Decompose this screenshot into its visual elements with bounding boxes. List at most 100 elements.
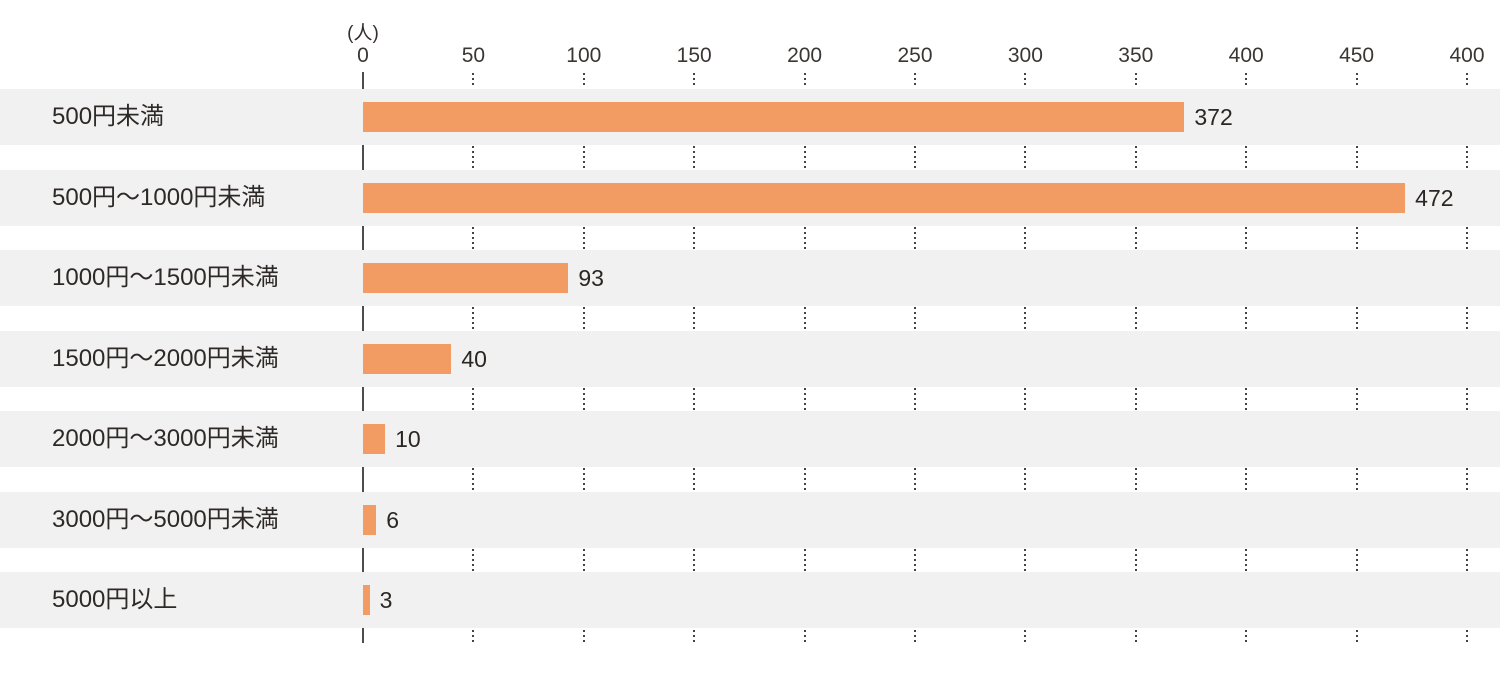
gridline-dotted-stub bbox=[693, 387, 696, 411]
row-band: 500円～1000円未満 472 bbox=[0, 169, 1500, 226]
x-tick-label: 400 bbox=[1449, 44, 1485, 67]
gridline-dotted-stub bbox=[693, 146, 696, 169]
bar bbox=[363, 263, 569, 293]
value-label: 3 bbox=[379, 587, 393, 613]
category-label: 500円～1000円未満 bbox=[52, 183, 266, 211]
gridline-dotted-stub bbox=[1245, 548, 1248, 572]
gridline-dotted-stub bbox=[803, 630, 806, 643]
category-label: 5000円以上 bbox=[52, 586, 178, 613]
gridline-dotted-stub bbox=[1024, 73, 1027, 88]
gridline-dotted-stub bbox=[472, 226, 475, 250]
value-label: 93 bbox=[578, 265, 604, 291]
x-tick-label: 300 bbox=[1007, 44, 1043, 67]
gridline-dotted-stub bbox=[1245, 630, 1248, 643]
gridline-dotted-stub bbox=[693, 630, 696, 643]
gridline-dotted-stub bbox=[1134, 548, 1137, 572]
gridline-dotted-stub bbox=[1134, 226, 1137, 250]
gridline-dotted-stub bbox=[1466, 146, 1468, 169]
category-label: 1000円～1500円未満 bbox=[52, 264, 279, 291]
gridline-dotted-stub bbox=[472, 548, 475, 572]
gridline-dotted-stub bbox=[1024, 226, 1027, 250]
gridline-dotted-stub bbox=[914, 307, 916, 330]
x-tick-label: 200 bbox=[787, 44, 823, 67]
gridline-dotted-stub bbox=[803, 387, 806, 411]
gridline-dotted-stub bbox=[803, 226, 806, 250]
gridline-dotted-stub bbox=[803, 73, 806, 88]
gridline-dotted-stub bbox=[1355, 630, 1358, 643]
gridline-dotted-stub bbox=[582, 146, 585, 169]
gridline-dotted-stub bbox=[1134, 387, 1137, 411]
gridline-dotted-stub bbox=[1024, 468, 1027, 491]
gridline-dotted-stub bbox=[693, 468, 696, 491]
x-tick-label: 400 bbox=[1228, 44, 1264, 67]
row-band: 500円未満 372 bbox=[0, 89, 1500, 145]
gridline-dotted-stub bbox=[472, 387, 475, 411]
x-tick-label: 100 bbox=[566, 44, 602, 67]
gridline-dotted-stub bbox=[1245, 73, 1248, 88]
x-tick-label: 150 bbox=[676, 44, 712, 67]
gridline-dotted-stub bbox=[1024, 387, 1027, 411]
gridline-dotted-stub bbox=[693, 226, 696, 250]
gridline-dotted-stub bbox=[1466, 73, 1468, 88]
gridline-dotted-stub bbox=[1024, 146, 1027, 169]
gridline-dotted-stub bbox=[1024, 630, 1027, 643]
gridline-dotted-stub bbox=[914, 387, 916, 411]
gridline-dotted-stub bbox=[472, 73, 475, 88]
gridline-dotted-stub bbox=[1134, 630, 1137, 643]
gridline-dotted-stub bbox=[1466, 226, 1468, 250]
x-tick-label: 250 bbox=[897, 44, 933, 67]
category-label: 500円未満 bbox=[52, 103, 165, 130]
gridline-dotted-stub bbox=[1466, 548, 1468, 572]
gridline-dotted-stub bbox=[914, 548, 916, 572]
row-band: 1000円～1500円未満 93 bbox=[0, 250, 1500, 306]
gridline-dotted-stub bbox=[472, 468, 475, 491]
gridline-dotted-stub bbox=[803, 146, 806, 169]
category-label: 2000円～3000円未満 bbox=[52, 425, 279, 452]
gridline-dotted-stub bbox=[1355, 387, 1358, 411]
gridline-dotted-stub bbox=[472, 307, 475, 330]
x-tick-label: 50 bbox=[461, 44, 486, 67]
gridline-dotted-stub bbox=[1134, 307, 1137, 330]
x-tick-label: 0 bbox=[357, 44, 369, 67]
gridline-dotted-stub bbox=[1355, 548, 1358, 572]
gridline-dotted-stub bbox=[1466, 307, 1468, 330]
category-label: 1500円～2000円未満 bbox=[52, 344, 279, 372]
row-band: 5000円以上 3 bbox=[0, 572, 1500, 628]
gridline-dotted-stub bbox=[1355, 468, 1358, 491]
gridline-dotted-stub bbox=[803, 307, 806, 330]
gridline-dotted-stub bbox=[1245, 468, 1248, 491]
gridline-dotted-stub bbox=[1134, 73, 1137, 88]
gridline-dotted-stub bbox=[1355, 307, 1358, 330]
gridline-dotted-stub bbox=[472, 630, 475, 643]
row-band: 2000円～3000円未満 10 bbox=[0, 411, 1500, 467]
gridline-dotted-stub bbox=[914, 630, 916, 643]
row-band: 1500円～2000円未満 40 bbox=[0, 330, 1500, 387]
gridline-dotted-stub bbox=[1355, 73, 1358, 88]
bar bbox=[363, 424, 386, 454]
gridline-dotted-stub bbox=[1245, 146, 1248, 169]
gridline-dotted-stub bbox=[803, 468, 806, 491]
gridline-dotted-stub bbox=[582, 226, 585, 250]
gridline-dotted-stub bbox=[693, 307, 696, 330]
gridline-dotted-stub bbox=[1466, 387, 1468, 411]
row-band: 3000円～5000円未満 6 bbox=[0, 491, 1500, 548]
bar bbox=[363, 585, 370, 615]
bar bbox=[363, 504, 377, 535]
bar bbox=[363, 343, 452, 374]
gridline-dotted-stub bbox=[1466, 468, 1468, 491]
value-label: 6 bbox=[386, 506, 400, 533]
x-tick-label: 450 bbox=[1339, 44, 1375, 67]
gridline-dotted-stub bbox=[803, 548, 806, 572]
gridline-dotted-stub bbox=[1466, 630, 1468, 643]
gridline-dotted-stub bbox=[582, 630, 585, 643]
gridline-dotted-stub bbox=[1355, 146, 1358, 169]
gridline-dotted-stub bbox=[1245, 387, 1248, 411]
gridline-dotted-stub bbox=[582, 548, 585, 572]
value-label: 472 bbox=[1415, 184, 1454, 211]
gridline-dotted-stub bbox=[693, 73, 696, 88]
gridline-dotted-stub bbox=[582, 73, 585, 88]
gridline-dotted-stub bbox=[582, 307, 585, 330]
gridline-dotted-stub bbox=[472, 146, 475, 169]
gridline-dotted-stub bbox=[914, 73, 916, 88]
